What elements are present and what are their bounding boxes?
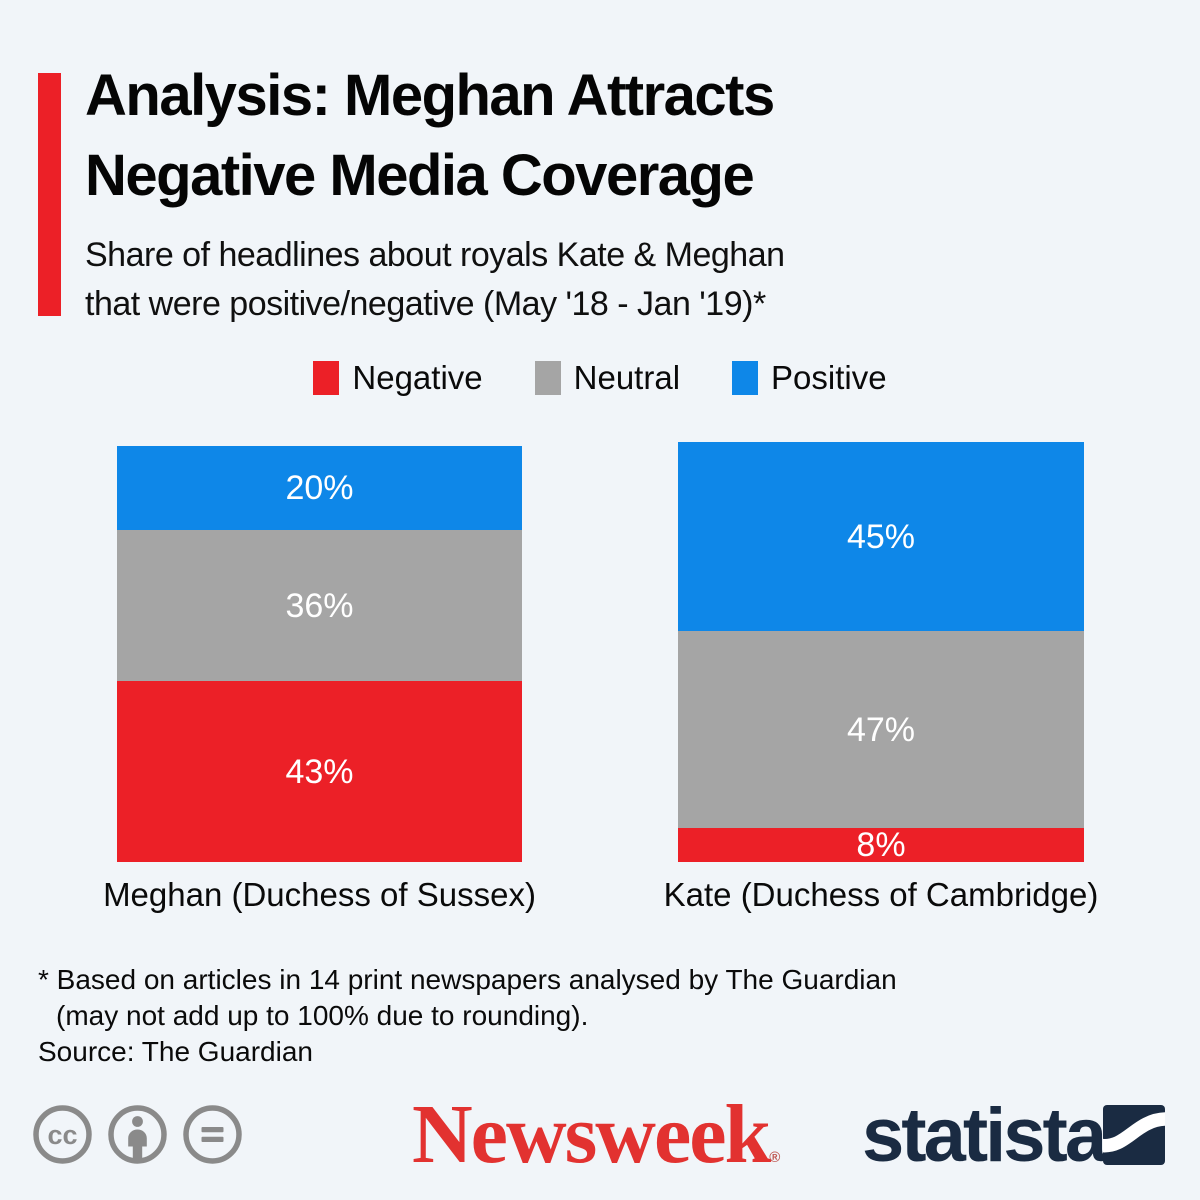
- subtitle-line-1: Share of headlines about royals Kate & M…: [85, 236, 785, 274]
- footnote-block: * Based on articles in 14 print newspape…: [38, 962, 897, 1070]
- category-label-meghan: Meghan (Duchess of Sussex): [103, 876, 536, 913]
- bar-segment-negative: 8%: [678, 828, 1084, 862]
- legend-swatch-negative: [313, 361, 340, 395]
- legend-item-neutral: Neutral: [534, 359, 681, 397]
- statista-logo-icon: [1103, 1105, 1165, 1165]
- statista-wordmark: statista: [862, 1093, 1107, 1178]
- footnote-line-2: (may not add up to 100% due to rounding)…: [56, 1000, 589, 1031]
- no-derivatives-icon: [183, 1105, 242, 1164]
- legend-label-neutral: Neutral: [573, 359, 681, 396]
- segment-value-label: 45%: [846, 517, 916, 556]
- bar-segment-negative: 43%: [117, 681, 522, 862]
- bar-kate: 45% 47% 8%: [678, 442, 1084, 862]
- segment-value-label: 20%: [285, 469, 354, 508]
- segment-value-label: 47%: [846, 710, 916, 749]
- legend-swatch-neutral: [534, 361, 561, 395]
- title-line-1: Analysis: Meghan Attracts: [85, 63, 775, 128]
- segment-value-label: 36%: [285, 586, 354, 625]
- segment-value-label: 8%: [856, 826, 906, 865]
- chart-subtitle: Share of headlines about royals Kate & M…: [85, 231, 785, 329]
- legend-label-negative: Negative: [352, 359, 483, 396]
- legend-label-positive: Positive: [771, 359, 887, 396]
- legend-item-negative: Negative: [313, 359, 483, 397]
- bar-meghan: 20% 36% 43%: [117, 446, 522, 862]
- legend-swatch-positive: [732, 361, 759, 395]
- legend-item-positive: Positive: [732, 359, 887, 397]
- bar-segment-neutral: 36%: [117, 530, 522, 682]
- page-title: Analysis: Meghan Attracts Negative Media…: [85, 56, 775, 216]
- category-label-kate: Kate (Duchess of Cambridge): [663, 876, 1099, 913]
- newsweek-wordmark: Newsweek: [412, 1088, 771, 1181]
- source-line: Source: The Guardian: [38, 1036, 313, 1067]
- svg-text:cc: cc: [47, 1120, 77, 1150]
- newsweek-logo: Newsweek®: [412, 1092, 780, 1200]
- segment-value-label: 43%: [285, 752, 354, 791]
- attribution-icon: [108, 1105, 167, 1164]
- registered-mark: ®: [769, 1149, 781, 1166]
- chart-legend: Negative Neutral Positive: [0, 359, 1200, 397]
- bar-segment-neutral: 47%: [678, 631, 1084, 829]
- bar-segment-positive: 45%: [678, 442, 1084, 632]
- license-icons: cc: [32, 1104, 243, 1165]
- title-accent-bar: [38, 73, 61, 316]
- subtitle-line-2: that were positive/negative (May '18 - J…: [85, 285, 766, 323]
- bar-segment-positive: 20%: [117, 446, 522, 531]
- cc-icon: cc: [33, 1105, 92, 1164]
- footnote-line-1: * Based on articles in 14 print newspape…: [38, 964, 897, 995]
- title-line-2: Negative Media Coverage: [85, 143, 755, 208]
